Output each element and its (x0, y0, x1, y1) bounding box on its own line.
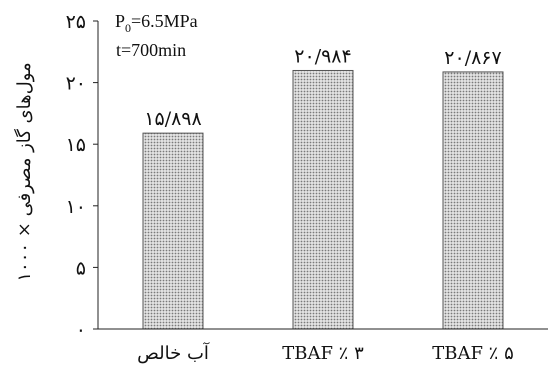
y-tick-label: ۲۰ (66, 73, 86, 95)
bar (442, 71, 504, 330)
y-axis-label: مول‌های گاز مصرفی × ۱۰۰۰ (13, 62, 35, 281)
category-labels: آب خالص TBAF ٪ ۳ TBAF ٪ ۵ (137, 342, 514, 364)
bar-value-label: ۱۵/۸۹۸ (144, 108, 201, 130)
bar (292, 69, 354, 330)
bar-value-label: ۲۰/۹۸۴ (294, 45, 351, 67)
category-label: TBAF ٪ ۳ (282, 343, 364, 364)
category-label: آب خالص (137, 342, 210, 364)
y-axis-ticks: ۰ ۵ ۱۰ ۱۵ ۲۰ ۲۵ (66, 11, 98, 341)
annotation-pressure-subscript: 0 (125, 21, 131, 35)
annotation-pressure-value: =6.5MPa (131, 11, 198, 31)
y-tick-label: ۱۵ (66, 134, 86, 156)
bar (142, 132, 204, 330)
bar-value-label: ۲۰/۸۶۷ (444, 47, 501, 69)
y-tick-label: ۲۵ (66, 11, 86, 33)
annotation-time: t=700min (116, 40, 186, 60)
annotation-pressure: P0=6.5MPa (115, 11, 198, 35)
annotation-pressure-symbol: P (115, 11, 125, 31)
y-tick-label: ۱۰ (66, 196, 86, 218)
category-label: TBAF ٪ ۵ (432, 343, 514, 364)
y-tick-label: ۰ (76, 319, 86, 341)
bars (142, 69, 504, 330)
y-tick-label: ۵ (76, 257, 86, 279)
value-labels: ۱۵/۸۹۸ ۲۰/۹۸۴ ۲۰/۸۶۷ (144, 45, 501, 130)
